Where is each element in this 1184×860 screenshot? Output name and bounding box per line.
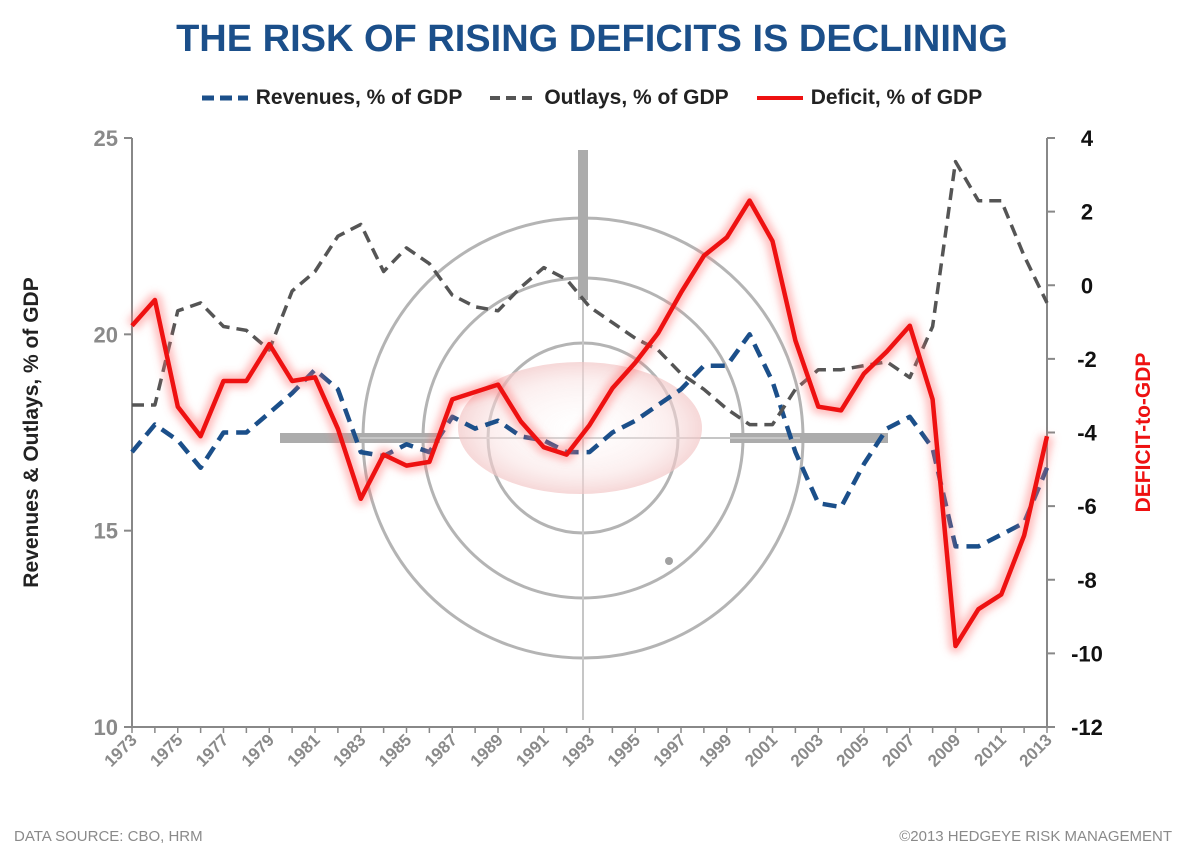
x-tick-label: 1979 bbox=[238, 730, 278, 770]
x-tick-label: 2011 bbox=[971, 730, 1011, 770]
legend-item-deficit: Deficit, % of GDP bbox=[756, 86, 983, 110]
right-tick-label: 2 bbox=[1081, 200, 1093, 225]
x-tick-label: 2003 bbox=[787, 730, 827, 770]
left-tick-label: 15 bbox=[94, 519, 118, 544]
series-layer bbox=[126, 159, 1054, 653]
right-tick-label: -10 bbox=[1071, 641, 1103, 666]
legend-item-outlays: Outlays, % of GDP bbox=[490, 86, 729, 110]
left-tick-label: 25 bbox=[94, 126, 118, 151]
target-dot bbox=[665, 557, 673, 565]
x-tick-label: 1991 bbox=[512, 730, 552, 770]
x-tick-label: 1977 bbox=[192, 730, 232, 770]
right-tick-label: -2 bbox=[1077, 347, 1097, 372]
x-tick-label: 1983 bbox=[329, 730, 369, 770]
legend-label-outlays: Outlays, % of GDP bbox=[544, 86, 729, 109]
left-tick-label: 20 bbox=[94, 322, 118, 347]
x-tick-label: 1989 bbox=[467, 730, 507, 770]
x-tick-label: 2005 bbox=[833, 730, 873, 770]
x-tick-label: 2009 bbox=[924, 730, 964, 770]
left-tick-label: 10 bbox=[94, 715, 118, 740]
legend-swatch-outlays bbox=[490, 96, 537, 100]
deficit-line bbox=[130, 198, 1050, 649]
x-tick-label: 2013 bbox=[1016, 730, 1056, 770]
right-tick-label: -6 bbox=[1077, 494, 1097, 519]
left-axis-title: Revenues & Outlays, % of GDP bbox=[20, 277, 43, 587]
legend-label-revenues: Revenues, % of GDP bbox=[255, 86, 463, 109]
right-tick-label: -12 bbox=[1071, 715, 1103, 740]
legend-item-revenues: Revenues, % of GDP bbox=[201, 86, 463, 110]
right-tick-label: -4 bbox=[1077, 421, 1097, 446]
legend-label-deficit: Deficit, % of GDP bbox=[810, 86, 983, 109]
x-tick-label: 1975 bbox=[146, 730, 186, 770]
outlays-line bbox=[132, 159, 1049, 427]
right-tick-label: 4 bbox=[1081, 126, 1094, 151]
x-tick-label: 1981 bbox=[284, 730, 324, 770]
x-tick-label: 1999 bbox=[695, 730, 735, 770]
legend-swatch-deficit bbox=[756, 96, 803, 100]
legend: Revenues, % of GDP Outlays, % of GDP Def… bbox=[0, 82, 1184, 114]
revenues-line bbox=[130, 332, 1050, 549]
right-tick-label: -8 bbox=[1077, 568, 1097, 593]
x-tick-label: 2001 bbox=[741, 730, 781, 770]
x-tick-label: 1997 bbox=[650, 730, 690, 770]
x-tick-label: 2007 bbox=[878, 730, 918, 770]
x-tick-label: 1987 bbox=[421, 730, 461, 770]
copyright: ©2013 HEDGEYE RISK MANAGEMENT bbox=[899, 828, 1172, 845]
x-tick-label: 1993 bbox=[558, 730, 598, 770]
right-axis-title: DEFICIT-to-GDP bbox=[1132, 353, 1155, 513]
data-source: DATA SOURCE: CBO, HRM bbox=[14, 828, 203, 845]
x-tick-label: 1985 bbox=[375, 730, 415, 770]
legend-swatch-revenues bbox=[201, 95, 248, 101]
chart-title: THE RISK OF RISING DEFICITS IS DECLINING bbox=[176, 18, 1008, 60]
x-tick-label: 1995 bbox=[604, 730, 644, 770]
right-tick-label: 0 bbox=[1081, 273, 1093, 298]
